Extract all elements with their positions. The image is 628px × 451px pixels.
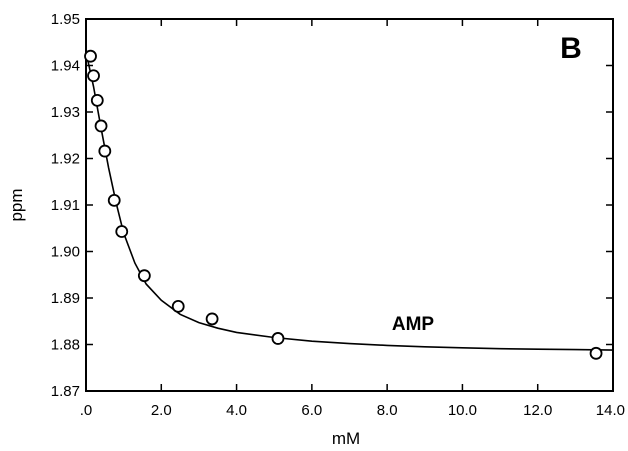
y-tick-label: 1.91 [51, 197, 80, 214]
data-point [137, 269, 151, 283]
data-point [171, 299, 185, 313]
data-point [107, 193, 121, 207]
fit-curve [87, 60, 614, 351]
data-point [87, 69, 100, 83]
y-tick-label: 1.87 [51, 383, 80, 400]
y-axis: 1.87 1.88 1.89 1.90 1.91 1.92 1.93 1.94 1.95 [51, 11, 613, 400]
panel-label: B [560, 32, 582, 65]
data-point [84, 49, 97, 63]
x-tick-label: 10.0 [448, 402, 477, 419]
y-tick-label: 1.92 [51, 151, 80, 168]
x-axis-title: mM [332, 429, 360, 448]
x-tick-label: .0 [80, 402, 93, 419]
data-point [589, 346, 603, 360]
x-tick-label: 14.0 [596, 402, 625, 419]
y-axis-title: ppm [7, 188, 26, 221]
data-point [205, 312, 219, 326]
series-label-amp: AMP [392, 314, 435, 335]
data-points [84, 49, 603, 360]
y-tick-label: 1.88 [51, 337, 80, 354]
y-tick-label: 1.89 [51, 290, 80, 307]
y-tick-label: 1.90 [51, 244, 80, 261]
y-tick-label: 1.95 [51, 11, 80, 28]
data-point [94, 119, 108, 133]
x-tick-label: 2.0 [151, 402, 172, 419]
x-tick-label: 8.0 [377, 402, 398, 419]
x-tick-label: 4.0 [226, 402, 247, 419]
y-tick-label: 1.93 [51, 104, 80, 121]
x-axis: .0 2.0 4.0 6.0 8.0 10.0 12.0 14.0 [80, 19, 625, 419]
data-point [90, 93, 104, 107]
data-point [98, 144, 112, 158]
plot-frame [85, 18, 614, 392]
x-tick-label: 6.0 [301, 402, 322, 419]
data-point [115, 225, 129, 238]
x-tick-label: 12.0 [523, 402, 552, 419]
y-tick-label: 1.94 [51, 58, 80, 75]
data-point [271, 332, 285, 345]
